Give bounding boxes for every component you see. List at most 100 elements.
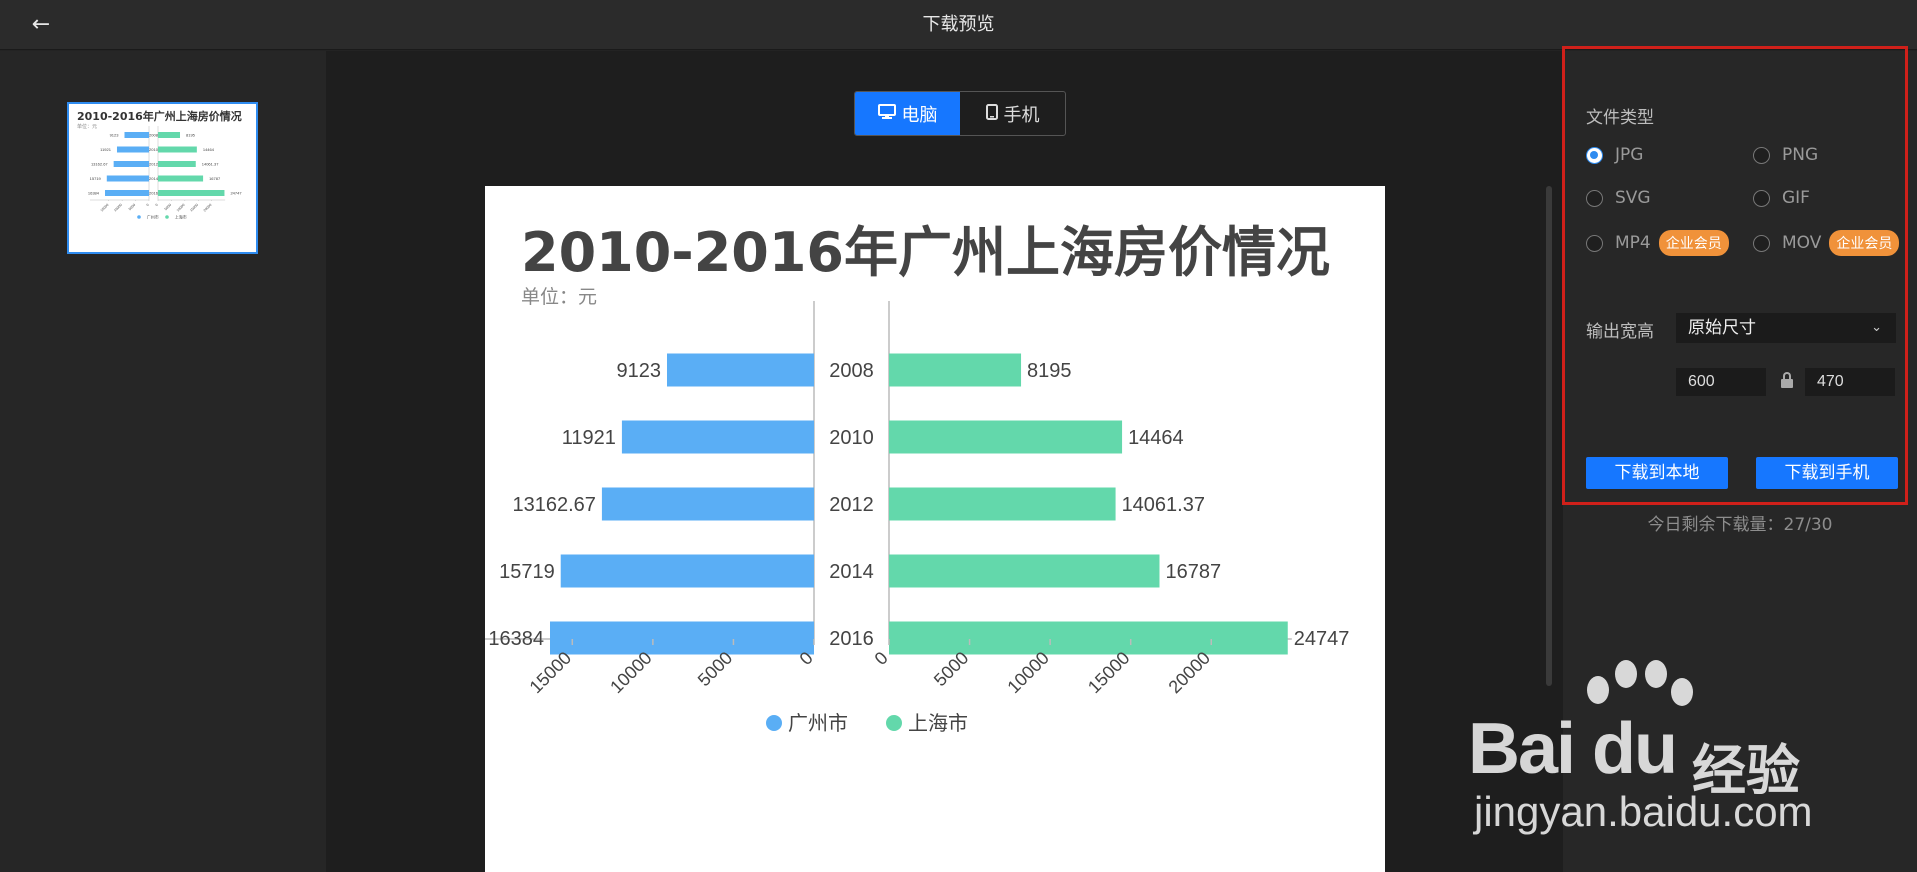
legend-label: 广州市: [147, 213, 159, 219]
bar-guangzhou: [550, 621, 814, 655]
category-label: 2014: [149, 176, 159, 181]
bar-guangzhou: [105, 190, 149, 196]
bar-shanghai: [889, 420, 1123, 454]
radio-png[interactable]: PNG: [1753, 145, 1818, 165]
data-label-guangzhou: 9123: [616, 360, 661, 382]
legend-swatch: [886, 715, 902, 731]
category-label: 2008: [149, 132, 159, 137]
data-label-shanghai: 8195: [1027, 360, 1072, 382]
bar-shanghai: [158, 146, 197, 153]
category-label: 2014: [829, 561, 874, 583]
lock-icon[interactable]: [1781, 372, 1793, 388]
tab-desktop[interactable]: 电脑: [855, 92, 960, 135]
file-type-label: 文件类型: [1586, 108, 1654, 128]
right-tick-label: 10000: [176, 203, 186, 213]
right-tick-label: 10000: [1003, 648, 1053, 698]
radio-dot: [1586, 189, 1603, 207]
chevron-down-icon: ⌄: [1871, 320, 1882, 335]
enterprise-badge: 企业会员: [1658, 230, 1729, 256]
legend-swatch: [766, 715, 782, 731]
radio-mp4-label: MP4: [1615, 233, 1651, 253]
chart-preview: 9123 8195 2008 11921 14464 2010 13162.67 14061.…: [485, 186, 1385, 872]
category-label: 2016: [829, 628, 874, 650]
bar-guangzhou: [113, 161, 149, 167]
data-label-shanghai: 8195: [186, 132, 196, 137]
bar-guangzhou: [106, 175, 149, 182]
download-local-button[interactable]: 下载到本地: [1586, 457, 1728, 489]
data-label-shanghai: 16787: [1165, 561, 1221, 583]
radio-gif-label: GIF: [1782, 188, 1810, 208]
width-input[interactable]: 600: [1676, 368, 1766, 396]
data-label-shanghai: 24747: [230, 190, 242, 195]
legend-swatch: [137, 215, 141, 219]
bar-guangzhou: [124, 132, 149, 138]
data-label-guangzhou: 13162.67: [91, 161, 108, 166]
left-tick-label: 0: [145, 203, 149, 207]
preview-scrollbar[interactable]: [1546, 186, 1552, 686]
bar-guangzhou: [621, 420, 814, 454]
watermark-cn: 经验: [1692, 739, 1800, 802]
radio-svg[interactable]: SVG: [1586, 188, 1651, 208]
chart-unit: 单位：元: [521, 286, 598, 308]
left-tick-label: 15000: [100, 203, 110, 213]
data-label-guangzhou: 16384: [488, 628, 544, 650]
top-bar: ← 下载预览: [0, 0, 1917, 50]
left-tick-label: 10000: [113, 203, 123, 213]
bar-shanghai: [889, 353, 1022, 387]
right-tick-label: 15000: [189, 203, 199, 213]
bar-shanghai: [158, 190, 225, 196]
watermark-url: jingyan.baidu.com: [1474, 788, 1813, 835]
page-title: 下载预览: [922, 14, 995, 35]
tab-mobile-label: 手机: [1003, 104, 1040, 126]
bar-shanghai: [889, 487, 1116, 521]
bar-guangzhou: [601, 487, 814, 521]
preview-area: 电脑 手机 9123 8195 2008 11921 14464 2010 13162.67…: [326, 51, 1563, 872]
bar-shanghai: [889, 621, 1288, 655]
size-select[interactable]: 原始尺寸 ⌄: [1676, 313, 1896, 343]
arrow-left-icon[interactable]: ←: [31, 12, 51, 37]
monitor-icon: [877, 103, 896, 124]
highlight-box: [1562, 46, 1908, 505]
bar-shanghai: [158, 175, 204, 182]
radio-gif[interactable]: GIF: [1753, 188, 1810, 208]
data-label-shanghai: 16787: [209, 176, 221, 181]
radio-dot: [1753, 234, 1770, 252]
thumbnail-unit: 单位：元: [77, 124, 98, 130]
butterfly-bar-chart: 9123 8195 2008 11921 14464 2010 13162.67 14061.…: [485, 301, 1350, 735]
download-quota: 今日剩余下载量：27/30: [1647, 515, 1833, 535]
radio-dot: [1753, 146, 1770, 164]
category-label: 2016: [149, 190, 159, 195]
right-tick-label: 0: [871, 648, 892, 669]
data-label-shanghai: 24747: [1294, 628, 1350, 650]
data-label-shanghai: 14061.37: [1122, 494, 1205, 516]
category-label: 2008: [829, 360, 874, 382]
data-label-guangzhou: 15719: [90, 176, 102, 181]
enterprise-badge: 企业会员: [1829, 230, 1900, 256]
tab-desktop-label: 电脑: [901, 104, 938, 126]
radio-png-label: PNG: [1782, 145, 1819, 165]
left-tick-label: 5000: [128, 203, 136, 211]
radio-mov[interactable]: MOV 企业会员: [1753, 230, 1900, 256]
height-input[interactable]: 470: [1805, 368, 1895, 396]
radio-dot: [1753, 189, 1770, 207]
right-tick-label: 5000: [164, 203, 172, 211]
category-label: 2010: [149, 147, 159, 152]
thumbnail-panel: 2010-2016年广州上海房价情况 单位：元 9123 8195 2008 1192…: [0, 51, 326, 872]
radio-dot: [1586, 234, 1603, 252]
data-label-guangzhou: 13162.67: [512, 494, 595, 516]
tab-mobile[interactable]: 手机: [960, 92, 1065, 135]
radio-mp4[interactable]: MP4 企业会员: [1586, 230, 1729, 256]
chart-title: 2010-2016年广州上海房价情况: [521, 221, 1330, 284]
category-label: 2010: [829, 427, 874, 449]
data-label-guangzhou: 15719: [499, 561, 555, 583]
left-tick-label: 15000: [526, 648, 576, 698]
data-label-guangzhou: 11921: [562, 427, 616, 449]
data-label-shanghai: 14464: [1128, 427, 1184, 449]
download-phone-button[interactable]: 下载到手机: [1756, 457, 1898, 489]
paw-icon: [1587, 660, 1693, 706]
chart-thumbnail[interactable]: 2010-2016年广州上海房价情况 单位：元 9123 8195 2008 1192…: [67, 102, 258, 254]
right-tick-label: 20000: [203, 203, 213, 213]
radio-dot: [1586, 146, 1603, 164]
radio-jpg[interactable]: JPG: [1586, 145, 1643, 165]
bar-guangzhou: [116, 146, 149, 153]
